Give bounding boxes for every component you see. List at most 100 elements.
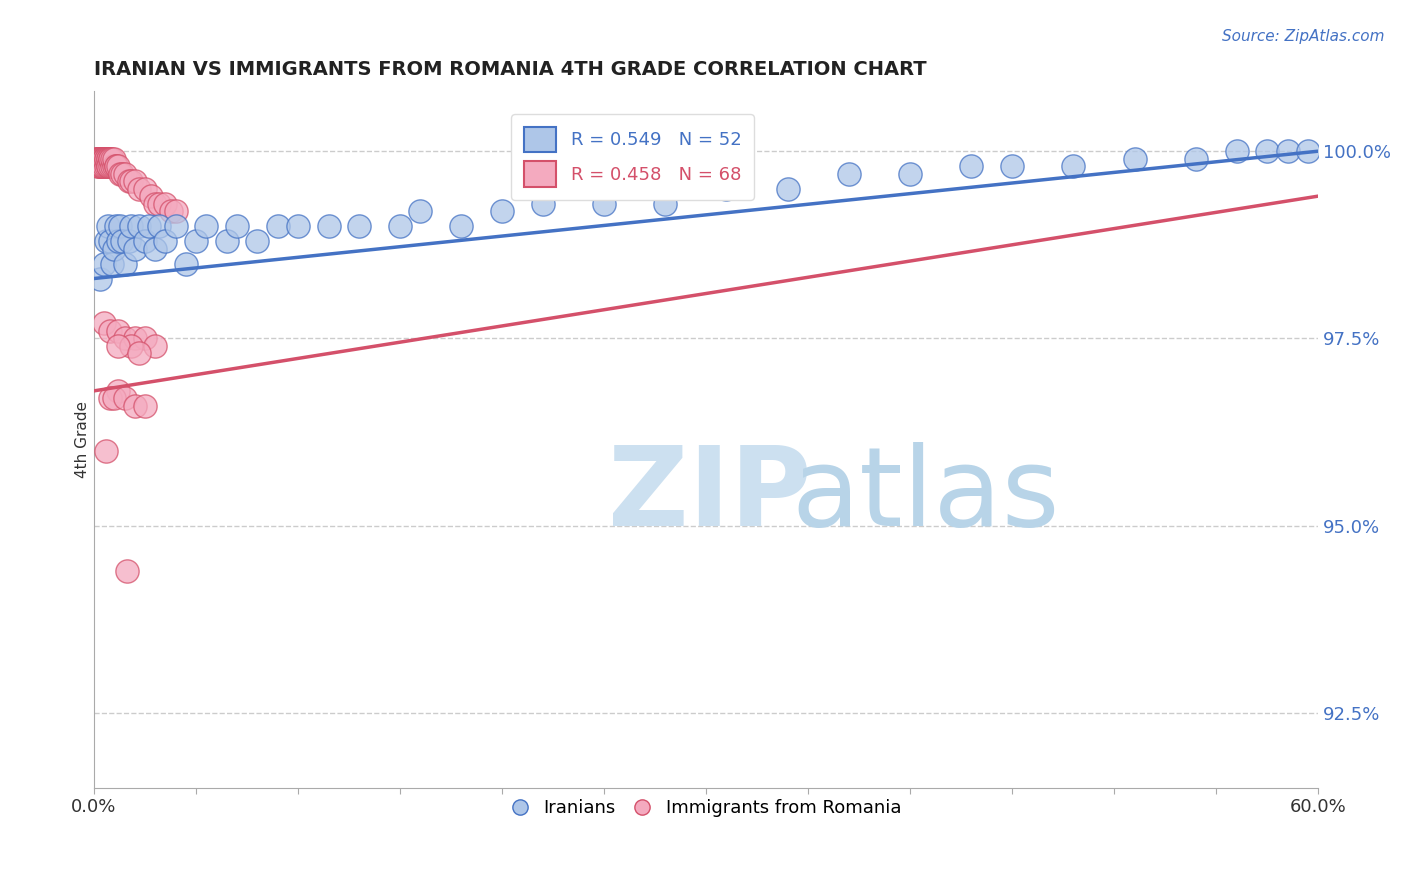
Point — [593, 196, 616, 211]
Point — [1256, 144, 1278, 158]
Point — [266, 219, 288, 233]
Point — [117, 234, 139, 248]
Point — [114, 392, 136, 406]
Point — [155, 234, 177, 248]
Point — [107, 159, 129, 173]
Point — [531, 196, 554, 211]
Point — [87, 159, 110, 173]
Point — [96, 159, 118, 173]
Point — [97, 152, 120, 166]
Point — [155, 196, 177, 211]
Point — [93, 152, 115, 166]
Point — [111, 234, 134, 248]
Point — [110, 167, 132, 181]
Text: atlas: atlas — [792, 442, 1060, 549]
Point — [84, 152, 107, 166]
Point — [1225, 144, 1247, 158]
Point — [107, 384, 129, 398]
Point — [103, 242, 125, 256]
Point — [97, 152, 120, 166]
Point — [114, 167, 136, 181]
Point — [96, 443, 118, 458]
Point — [128, 219, 150, 233]
Point — [89, 152, 111, 166]
Point — [98, 152, 121, 166]
Point — [98, 152, 121, 166]
Point — [124, 242, 146, 256]
Point — [101, 256, 124, 270]
Point — [1123, 152, 1146, 166]
Point — [1001, 159, 1024, 173]
Point — [128, 181, 150, 195]
Point — [960, 159, 983, 173]
Point — [98, 324, 121, 338]
Point — [148, 196, 170, 211]
Point — [1277, 144, 1299, 158]
Point — [160, 204, 183, 219]
Point — [91, 159, 114, 173]
Point — [128, 346, 150, 360]
Point — [184, 234, 207, 248]
Point — [124, 331, 146, 345]
Point — [120, 174, 142, 188]
Point — [87, 152, 110, 166]
Point — [91, 152, 114, 166]
Point — [93, 152, 115, 166]
Point — [124, 174, 146, 188]
Point — [98, 159, 121, 173]
Point — [195, 219, 218, 233]
Point — [96, 152, 118, 166]
Point — [134, 234, 156, 248]
Point — [246, 234, 269, 248]
Point — [838, 167, 860, 181]
Point — [107, 324, 129, 338]
Point — [89, 159, 111, 173]
Point — [107, 234, 129, 248]
Y-axis label: 4th Grade: 4th Grade — [76, 401, 90, 478]
Point — [134, 399, 156, 413]
Point — [101, 159, 124, 173]
Point — [225, 219, 247, 233]
Point — [409, 204, 432, 219]
Point — [491, 204, 513, 219]
Point — [148, 219, 170, 233]
Point — [89, 152, 111, 166]
Text: IRANIAN VS IMMIGRANTS FROM ROMANIA 4TH GRADE CORRELATION CHART: IRANIAN VS IMMIGRANTS FROM ROMANIA 4TH G… — [94, 60, 927, 78]
Point — [716, 181, 738, 195]
Point — [450, 219, 472, 233]
Point — [120, 219, 142, 233]
Point — [101, 152, 124, 166]
Point — [96, 152, 118, 166]
Point — [174, 256, 197, 270]
Point — [1184, 152, 1206, 166]
Point — [143, 339, 166, 353]
Point — [134, 181, 156, 195]
Point — [103, 392, 125, 406]
Point — [165, 219, 187, 233]
Point — [98, 234, 121, 248]
Point — [89, 152, 111, 166]
Point — [114, 256, 136, 270]
Legend: Iranians, Immigrants from Romania: Iranians, Immigrants from Romania — [503, 792, 908, 824]
Point — [138, 219, 160, 233]
Point — [93, 317, 115, 331]
Point — [134, 331, 156, 345]
Point — [87, 159, 110, 173]
Point — [318, 219, 340, 233]
Point — [114, 331, 136, 345]
Point — [93, 152, 115, 166]
Text: ZIP: ZIP — [609, 442, 811, 549]
Point — [96, 234, 118, 248]
Point — [97, 159, 120, 173]
Point — [120, 339, 142, 353]
Point — [97, 219, 120, 233]
Point — [91, 159, 114, 173]
Point — [124, 399, 146, 413]
Point — [103, 159, 125, 173]
Point — [165, 204, 187, 219]
Point — [87, 152, 110, 166]
Point — [84, 152, 107, 166]
Point — [91, 152, 114, 166]
Point — [898, 167, 921, 181]
Point — [117, 174, 139, 188]
